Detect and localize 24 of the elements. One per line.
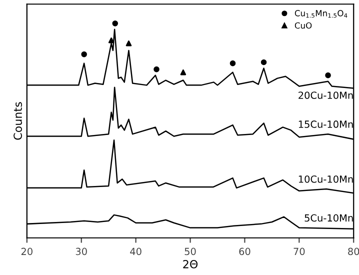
- legend-label: Cu$_{1.5}$Mn$_{1.5}$O$_{4}$: [294, 10, 348, 18]
- x-tick-label: 20: [21, 248, 32, 256]
- series-label: 15Cu-10Mn: [298, 120, 353, 128]
- point: [260, 59, 267, 66]
- series-label: 5Cu-10Mn: [304, 214, 353, 222]
- point: [230, 60, 236, 66]
- point: [180, 69, 186, 76]
- x-axis-title: 2Θ: [183, 260, 198, 268]
- point: [112, 20, 118, 26]
- x-tick-label: 40: [130, 248, 142, 256]
- x-tick-label: 50: [184, 248, 196, 256]
- point: [325, 72, 331, 78]
- x-tick-label: 70: [294, 248, 305, 256]
- legend-label: CuO: [294, 22, 312, 29]
- point: [81, 51, 87, 58]
- x-tick-label: 80: [348, 248, 359, 256]
- point: [108, 37, 114, 44]
- series-label: 10Cu-10Mn: [298, 175, 353, 183]
- x-tick-label: 30: [76, 248, 87, 256]
- x-tick-label: 60: [239, 248, 250, 256]
- y-axis-title: Counts: [14, 102, 22, 140]
- series-label: 20Cu-10Mn: [298, 92, 353, 99]
- point: [154, 66, 160, 72]
- point: [126, 40, 132, 46]
